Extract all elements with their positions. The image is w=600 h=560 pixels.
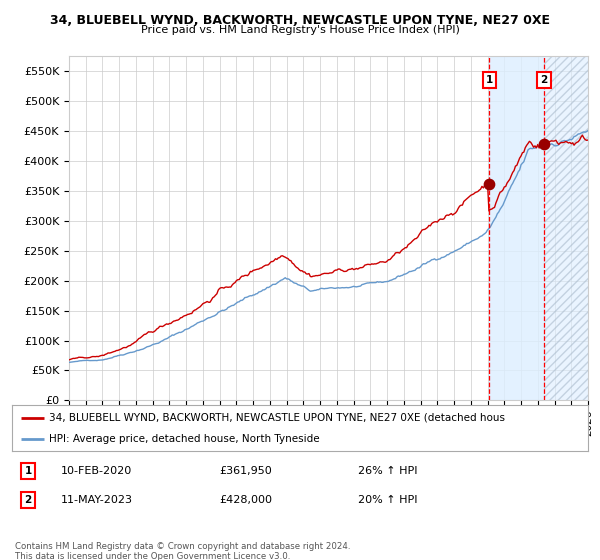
Text: Price paid vs. HM Land Registry's House Price Index (HPI): Price paid vs. HM Land Registry's House … (140, 25, 460, 35)
Text: 1: 1 (485, 75, 493, 85)
Text: £428,000: £428,000 (220, 495, 272, 505)
Text: 2: 2 (25, 495, 32, 505)
Text: £361,950: £361,950 (220, 466, 272, 477)
Bar (544, 56, 588, 400)
Text: 2: 2 (541, 75, 548, 85)
Text: 10-FEB-2020: 10-FEB-2020 (61, 466, 132, 477)
Text: 34, BLUEBELL WYND, BACKWORTH, NEWCASTLE UPON TYNE, NE27 0XE (detached hous: 34, BLUEBELL WYND, BACKWORTH, NEWCASTLE … (49, 413, 505, 423)
Text: 11-MAY-2023: 11-MAY-2023 (61, 495, 133, 505)
Point (484, 179, 494, 188)
Text: Contains HM Land Registry data © Crown copyright and database right 2024.
This d: Contains HM Land Registry data © Crown c… (15, 542, 350, 560)
Text: 20% ↑ HPI: 20% ↑ HPI (358, 495, 417, 505)
Point (539, 139, 549, 148)
Text: HPI: Average price, detached house, North Tyneside: HPI: Average price, detached house, Nort… (49, 435, 320, 444)
Bar (489, 56, 544, 400)
Text: 1: 1 (25, 466, 32, 477)
Text: 34, BLUEBELL WYND, BACKWORTH, NEWCASTLE UPON TYNE, NE27 0XE: 34, BLUEBELL WYND, BACKWORTH, NEWCASTLE … (50, 14, 550, 27)
Text: 26% ↑ HPI: 26% ↑ HPI (358, 466, 417, 477)
